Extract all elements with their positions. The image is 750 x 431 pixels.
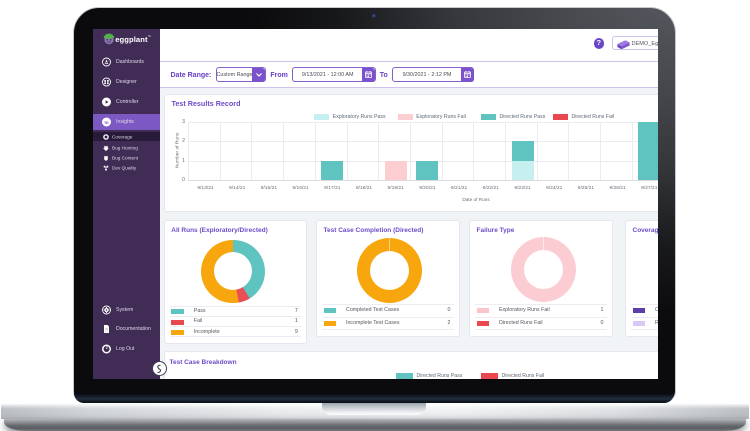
svg-text:In: In	[105, 120, 109, 125]
